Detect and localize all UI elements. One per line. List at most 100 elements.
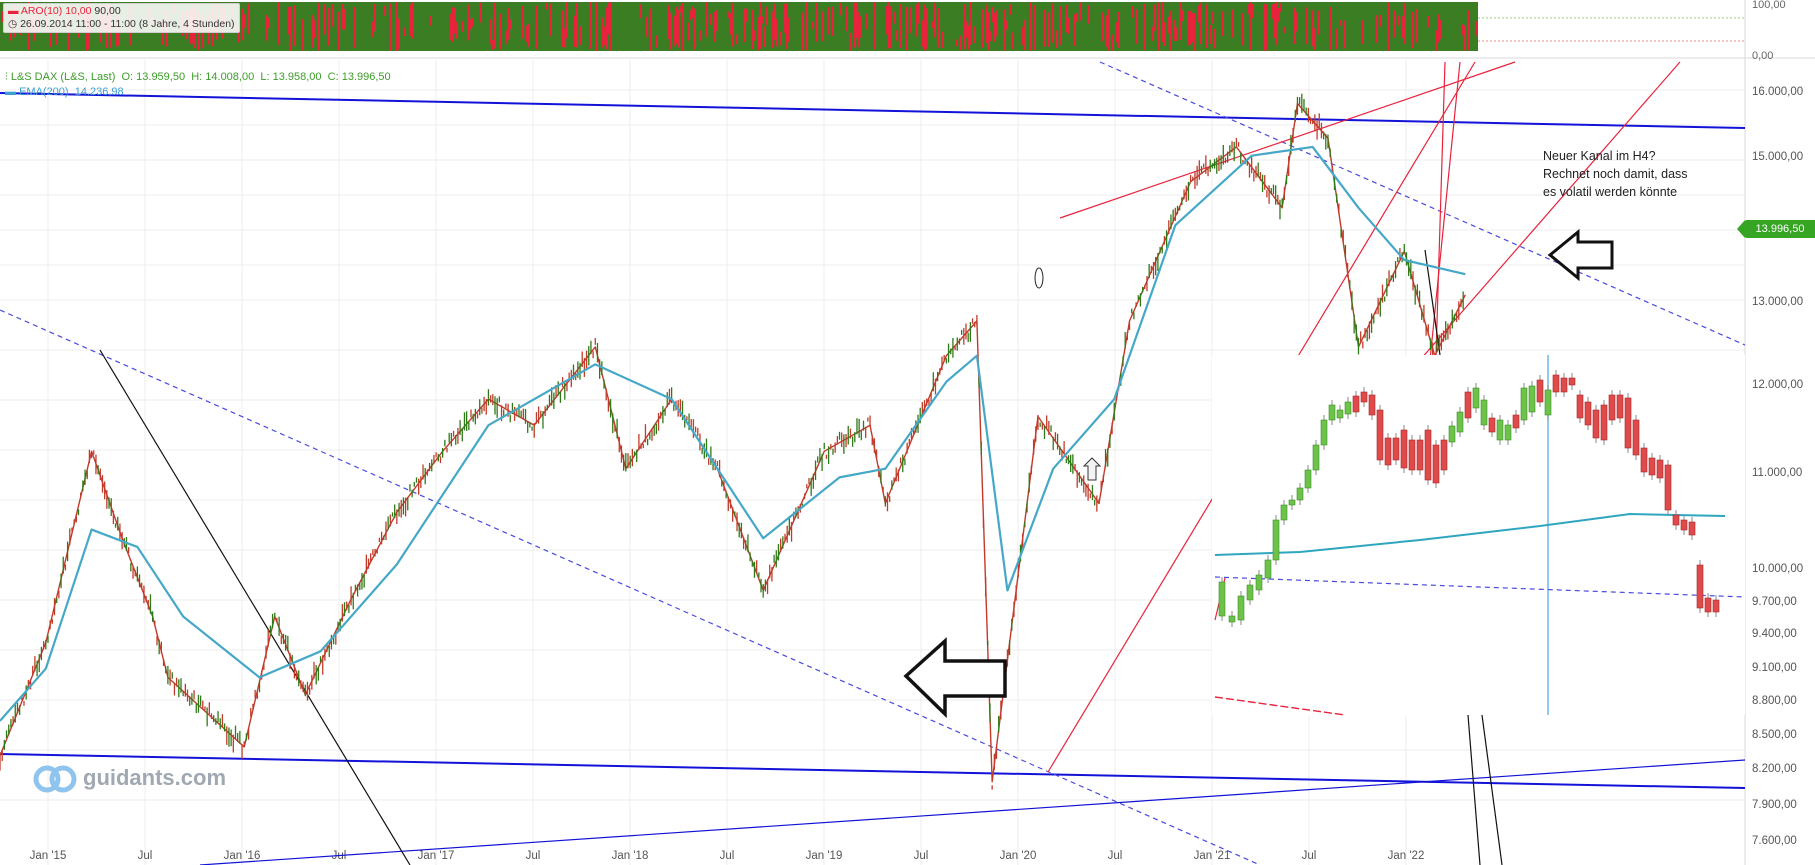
aro-bar (688, 22, 690, 41)
inset-candle (1392, 437, 1400, 461)
last-price-tag: 13.996,50 (1737, 220, 1815, 238)
inset-candle (1680, 519, 1688, 531)
aro-bar (468, 4, 470, 41)
y-tick-label: 12.000,00 (1752, 379, 1803, 391)
y-tick-label: 16.000,00 (1752, 86, 1803, 98)
aro-bar (1154, 4, 1156, 32)
x-tick-label: Jul (1108, 850, 1123, 862)
aro-bar (1276, 2, 1278, 45)
aro-bar (674, 15, 676, 47)
inset-candle (1688, 521, 1696, 536)
black-trendline (1467, 714, 1481, 865)
aro-bar (1464, 25, 1466, 51)
drawing-overlay (0, 61, 1746, 865)
aro-bar (982, 9, 984, 48)
aro-bar (526, 25, 528, 42)
inset-candle (1336, 409, 1344, 419)
aro-bar (606, 7, 608, 50)
aro-bar (1344, 20, 1346, 49)
aro-bar (354, 6, 356, 48)
aro-bar (646, 16, 648, 37)
aro-bar (248, 3, 250, 35)
aro-bar (1068, 17, 1070, 35)
aro-bar (1266, 4, 1268, 50)
aro-bar (1180, 2, 1182, 41)
aro-bar (398, 18, 400, 50)
x-tick-label: Jan '15 (30, 850, 67, 862)
aro-indicator-panel: 100,00 0,00 (0, 0, 1786, 62)
aro-bar (766, 6, 768, 26)
aro-bar (994, 12, 996, 43)
aro-bar (676, 6, 678, 44)
inset-candle (1664, 464, 1672, 511)
inset-candle (1440, 439, 1448, 471)
aro-bar (1210, 24, 1212, 45)
aro-bar (1024, 20, 1026, 51)
aro-bar (1200, 2, 1202, 44)
aro-bar (700, 30, 702, 41)
aro-bar (1198, 5, 1200, 23)
aro-bar (992, 6, 994, 23)
aro-bar (776, 18, 778, 47)
aro-bar (1118, 11, 1120, 48)
y-tick-label: 7.600,00 (1752, 835, 1797, 847)
aro-bar (1250, 2, 1252, 50)
inset-window (1212, 355, 1746, 865)
aro-bar (1380, 15, 1382, 27)
inset-candle (1246, 584, 1254, 601)
aro-bar (714, 11, 716, 42)
inset-candle (1288, 499, 1296, 506)
aro-bar (1340, 19, 1342, 27)
y-tick-label: 8.500,00 (1752, 729, 1797, 741)
inset-candle (1504, 424, 1512, 441)
y-tick-label: 13.000,00 (1752, 296, 1803, 308)
dashed-trendline-long (0, 309, 1261, 865)
aro-bar (1182, 10, 1184, 22)
aro-bar (850, 32, 852, 51)
aro-bar (604, 26, 606, 46)
inset-candle (1608, 394, 1616, 421)
highlight-ellipse (1034, 267, 1044, 289)
aro-bar (1436, 30, 1438, 51)
inset-candle (1416, 439, 1424, 471)
aro-bar (294, 5, 296, 47)
y-tick-label: 8.800,00 (1752, 695, 1797, 707)
aro-bar (1132, 6, 1134, 18)
aro-bar (964, 4, 966, 50)
aro-bar (1274, 3, 1276, 39)
aro-bar (812, 21, 814, 29)
candles-icon: ⫶ (5, 71, 11, 83)
left-arrow-icon (1547, 228, 1614, 282)
inset-candle (1488, 417, 1496, 433)
inset-candle (1376, 409, 1384, 461)
y-tick-label: 8.200,00 (1752, 763, 1797, 775)
inset-candle (1640, 447, 1648, 473)
aro-bar (1468, 10, 1470, 50)
support-line (199, 759, 1746, 865)
inset-candle (1368, 394, 1376, 416)
inset-candle (1576, 394, 1584, 419)
inset-candle (1552, 374, 1560, 393)
aro-bar (462, 21, 464, 32)
aro-bar (602, 17, 604, 48)
aro-bar (1248, 4, 1250, 14)
aro-bar (490, 19, 492, 44)
aro-bar (1440, 19, 1442, 39)
aro-bar (372, 21, 374, 38)
aro-legend: ▬ ARO(10) 10,00 90,00 ◷ 26.09.2014 11:00… (3, 3, 240, 33)
y-axis-labels: 16.000,0015.000,0014.000,0013.000,008.50… (1752, 86, 1803, 847)
inset-candle (1632, 419, 1640, 456)
aro-bar (858, 11, 860, 48)
aro-bar (1188, 11, 1190, 46)
aro-bar (932, 21, 934, 29)
x-tick-label: Jul (1302, 850, 1317, 862)
annotation-arrows (903, 228, 1614, 719)
aro-bar (1158, 2, 1160, 51)
aro-bar (1212, 11, 1214, 24)
aro-bar (1162, 2, 1164, 43)
aro-bar (508, 8, 510, 40)
aro-bar (996, 10, 998, 37)
aro-bar (1222, 11, 1224, 37)
inset-candle (1264, 559, 1272, 579)
